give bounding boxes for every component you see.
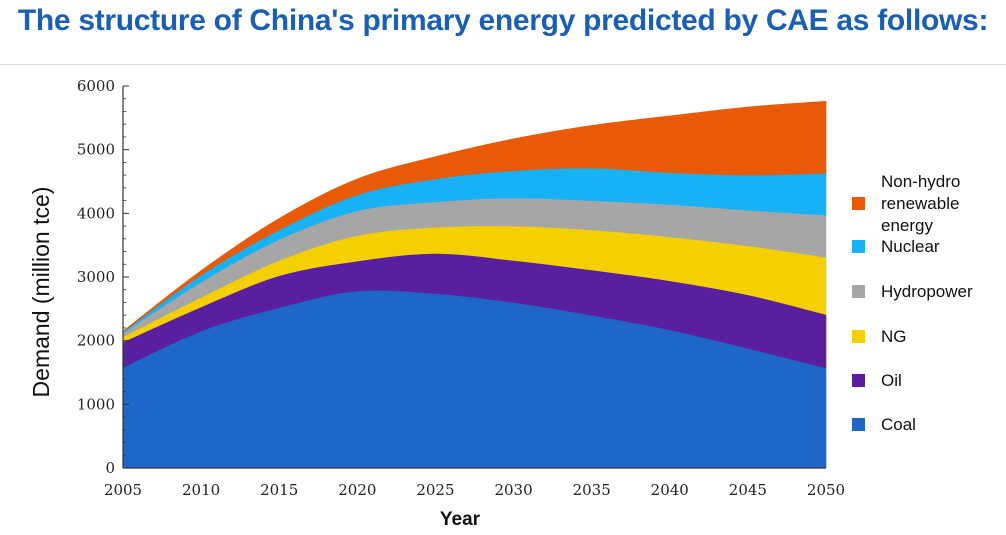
legend-item-non-hydro-renewable-energy: Non-hydro renewable energy [852, 172, 960, 235]
legend-swatch [852, 374, 865, 387]
legend: Non-hydro renewable energy Nuclear Hydropowe… [852, 172, 973, 434]
legend-item-ng: NG [852, 327, 907, 346]
y-tick-label: 2000 [77, 332, 115, 350]
y-tick-label: 6000 [77, 77, 115, 95]
legend-item-nuclear: Nuclear [852, 237, 940, 256]
legend-swatch [852, 330, 865, 343]
legend-label: Hydropower [881, 282, 973, 301]
area-non-hydro-renewable-energy [122, 100, 827, 333]
x-tick-label: 2045 [729, 481, 767, 499]
legend-item-coal: Coal [852, 415, 916, 434]
y-tick-label: 0 [105, 459, 115, 477]
x-tick-label: 2020 [338, 481, 376, 499]
x-tick-label: 2050 [807, 481, 845, 499]
x-tick-label: 2040 [651, 481, 689, 499]
x-ticks-group: 2005 2010 2015 2020 2025 2030 2035 2040 2045 2050 [104, 481, 845, 499]
x-tick-label: 2015 [260, 481, 298, 499]
x-tick-label: 2030 [494, 481, 532, 499]
x-tick-label: 2025 [416, 481, 454, 499]
y-tick-label: 4000 [77, 204, 115, 222]
x-tick-label: 2005 [104, 481, 142, 499]
legend-swatch [852, 418, 865, 431]
x-tick-label: 2035 [573, 481, 611, 499]
legend-swatch [852, 240, 865, 253]
legend-label: Nuclear [881, 237, 940, 256]
legend-item-oil: Oil [852, 371, 902, 390]
legend-swatch [852, 197, 865, 210]
y-tick-label: 3000 [77, 268, 115, 286]
legend-label: Non-hydro renewable energy [881, 172, 960, 235]
legend-swatch [852, 285, 865, 298]
title-divider [0, 64, 1006, 65]
legend-item-hydropower: Hydropower [852, 282, 973, 301]
page-title: The structure of China's primary energy … [17, 4, 989, 37]
y-axis-label: Demand (million tce) [28, 187, 54, 398]
x-axis-label: Year [440, 509, 481, 530]
y-ticks-group: 0 1000 2000 3000 4000 5000 6000 [77, 77, 129, 477]
y-tick-label: 1000 [77, 395, 115, 413]
area-series-group [122, 100, 827, 469]
x-tick-label: 2010 [182, 481, 220, 499]
legend-label: Oil [881, 371, 902, 390]
legend-label: NG [881, 327, 907, 346]
y-tick-label: 5000 [77, 141, 115, 159]
legend-label: Coal [881, 415, 916, 434]
